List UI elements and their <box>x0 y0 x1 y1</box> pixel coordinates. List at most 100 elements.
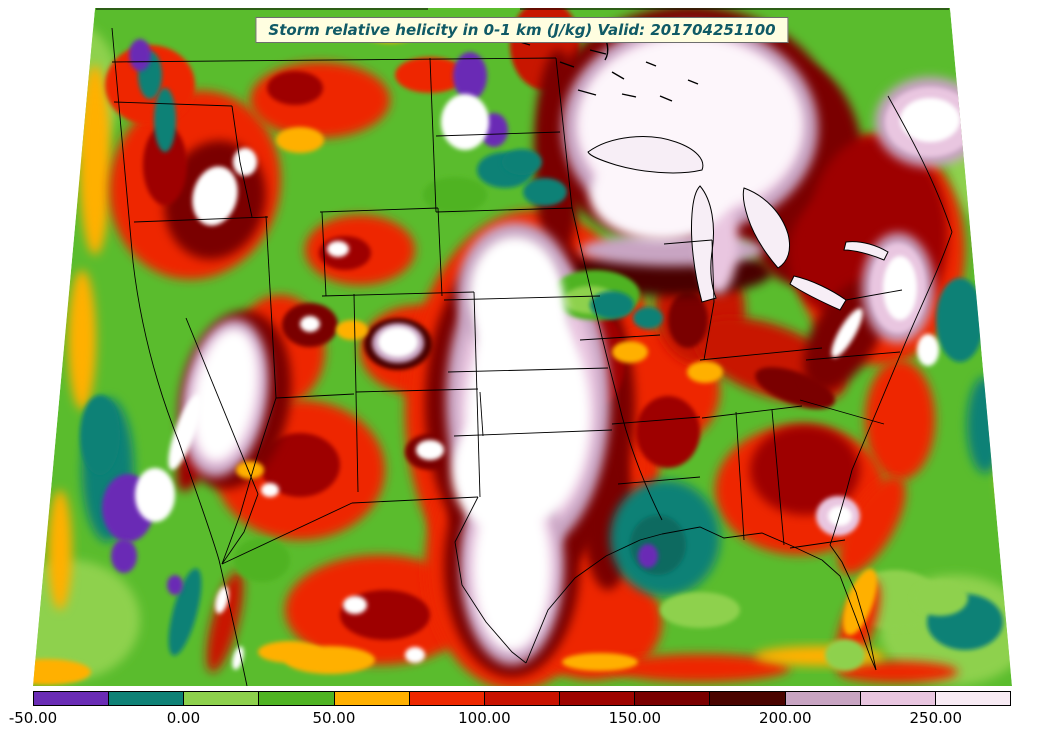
state-border <box>663 239 713 245</box>
helicity-region <box>327 241 349 257</box>
helicity-region <box>143 125 187 205</box>
state-border <box>319 207 439 213</box>
helicity-region <box>300 316 320 332</box>
helicity-region <box>192 166 238 226</box>
state-border <box>771 409 785 546</box>
canada-lake-mark <box>611 71 625 80</box>
state-border <box>111 27 248 686</box>
helicity-region <box>996 330 1012 510</box>
helicity-region <box>825 639 865 671</box>
helicity-region <box>828 506 852 526</box>
state-border <box>789 539 846 549</box>
state-border <box>699 347 823 361</box>
colorbar-tick-label: 150.00 <box>608 709 662 727</box>
state-border <box>453 429 613 437</box>
state-border <box>353 293 359 493</box>
state-border <box>799 399 885 425</box>
state-border <box>611 416 701 425</box>
state-border <box>821 559 877 671</box>
helicity-region <box>755 367 835 409</box>
colorbar-segment <box>334 692 410 705</box>
state-border <box>231 105 253 218</box>
helicity-region <box>988 68 1012 132</box>
helicity-region <box>967 377 1003 473</box>
state-border <box>351 496 479 504</box>
helicity-region <box>416 440 444 460</box>
colorbar-segment <box>484 692 561 705</box>
canada-lake-mark <box>687 79 699 85</box>
state-border <box>473 291 481 498</box>
canada-lake-mark <box>961 63 1012 93</box>
helicity-region <box>562 653 638 671</box>
helicity-region <box>523 178 567 206</box>
helicity-region <box>258 641 322 663</box>
state-border <box>221 493 259 565</box>
helicity-region <box>883 256 917 320</box>
state-border <box>429 57 437 213</box>
helicity-region <box>236 461 264 479</box>
colorbar-tick-label: 50.00 <box>312 709 356 727</box>
state-border <box>579 334 661 341</box>
helicity-region <box>474 486 550 650</box>
helicity-region <box>276 127 324 153</box>
helicity-region <box>168 568 202 656</box>
helicity-region <box>636 396 700 468</box>
helicity-region <box>154 88 176 152</box>
map-title: Storm relative helicity in 0-1 km (J/kg)… <box>268 21 776 39</box>
canada-lake-mark <box>645 61 657 67</box>
helicity-region <box>453 52 487 100</box>
colorbar-segment <box>710 692 786 705</box>
colorbar-segment <box>409 692 485 705</box>
state-border <box>845 289 903 301</box>
helicity-region <box>612 341 648 363</box>
helicity-region <box>135 468 175 522</box>
colorbar-segment <box>259 692 335 705</box>
helicity-region <box>111 539 137 573</box>
lake-outline <box>789 275 847 311</box>
helicity-region <box>831 308 863 358</box>
helicity-region <box>167 575 183 595</box>
colorbar-tick-label: 0.00 <box>166 709 201 727</box>
state-border <box>265 215 277 399</box>
canada-lake-mark <box>659 95 673 102</box>
state-border <box>435 207 573 213</box>
colorbar-segment <box>860 692 936 705</box>
helicity-region <box>755 646 885 666</box>
helicity-region <box>378 327 418 357</box>
state-border <box>555 57 573 209</box>
helicity-region <box>261 483 279 497</box>
helicity-region <box>936 278 984 362</box>
helicity-region <box>630 515 686 575</box>
helicity-region <box>260 433 340 497</box>
helicity-region <box>842 568 878 636</box>
helicity-region <box>838 661 958 683</box>
state-border <box>805 351 901 361</box>
colorbar-segment <box>109 692 185 705</box>
helicity-region <box>206 571 244 673</box>
state-border <box>355 388 479 393</box>
helicity-region <box>233 148 257 176</box>
helicity-region <box>423 177 487 213</box>
canada-lake-mark <box>589 49 607 55</box>
state-border <box>617 476 701 485</box>
helicity-region <box>687 361 723 383</box>
lake-outline <box>742 187 791 269</box>
state-border <box>661 526 823 561</box>
lake-outline <box>843 241 889 261</box>
state-border <box>321 291 475 297</box>
colorbar-segment <box>184 692 260 705</box>
helicity-region <box>441 94 489 150</box>
helicity-region <box>405 647 425 663</box>
helicity-region <box>660 592 740 628</box>
helicity-region <box>267 71 323 105</box>
helicity-region <box>668 292 708 348</box>
helicity-region <box>343 596 367 614</box>
lake-outline <box>691 185 717 303</box>
state-border <box>454 496 527 664</box>
state-border <box>443 295 601 301</box>
canada-lake-mark <box>621 93 637 98</box>
colorbar-tick-label: -50.00 <box>8 709 58 727</box>
canada-lake-mark <box>995 121 1012 135</box>
helicity-region <box>33 659 91 685</box>
state-border <box>829 231 953 546</box>
